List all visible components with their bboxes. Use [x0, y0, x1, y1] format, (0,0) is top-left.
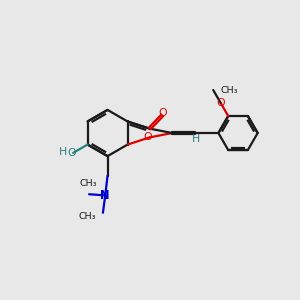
Text: CH₃: CH₃	[79, 179, 97, 188]
Text: CH₃: CH₃	[220, 85, 238, 94]
Text: H: H	[192, 134, 201, 145]
Text: H: H	[58, 147, 67, 157]
Text: O: O	[216, 98, 225, 109]
Text: O: O	[143, 132, 152, 142]
Text: O: O	[68, 148, 76, 158]
Text: N: N	[100, 189, 110, 202]
Text: O: O	[158, 107, 167, 118]
Text: CH₃: CH₃	[79, 212, 96, 221]
